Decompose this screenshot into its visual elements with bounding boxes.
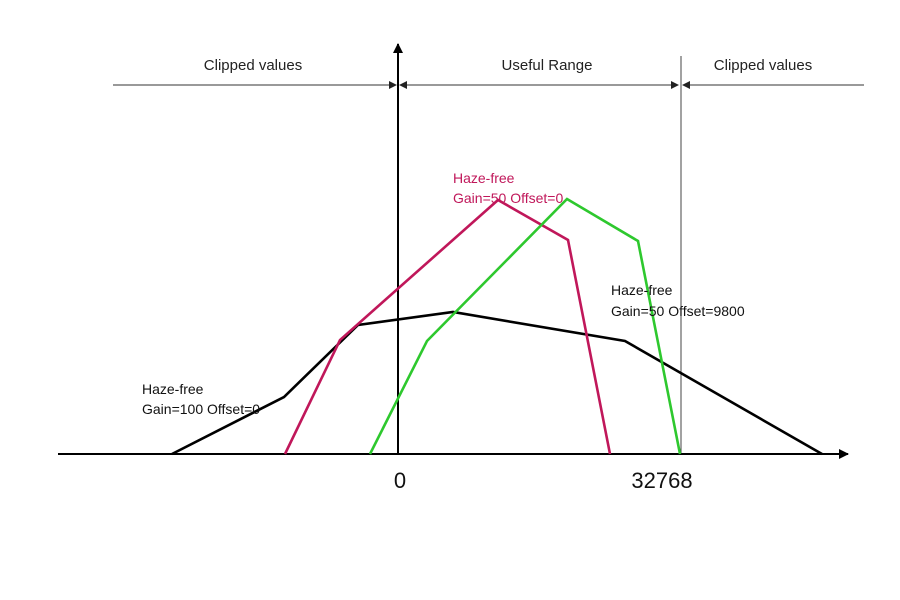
range-header: Clipped values Useful Range Clipped valu… (113, 57, 864, 89)
label-gain50-offset9800-name: Haze-free (611, 282, 673, 298)
label-gain50-offset0-name: Haze-free (453, 170, 515, 186)
left-clipped-label: Clipped values (204, 57, 302, 74)
curve-gain50-offset0 (283, 198, 612, 455)
label-gain100-name: Haze-free (142, 381, 204, 397)
label-gain50-offset0-params: Gain=50 Offset=0 (453, 190, 563, 206)
right-clipped-label: Clipped values (714, 57, 812, 74)
x-tick-32768: 32768 (631, 468, 692, 493)
curve-gain50-offset9800 (368, 197, 682, 455)
x-tick-zero: 0 (394, 468, 406, 493)
curve-gain100-offset0 (171, 310, 823, 456)
useful-range-label: Useful Range (502, 57, 593, 74)
label-gain100-params: Gain=100 Offset=0 (142, 401, 260, 417)
label-gain50-offset9800-params: Gain=50 Offset=9800 (611, 303, 745, 319)
